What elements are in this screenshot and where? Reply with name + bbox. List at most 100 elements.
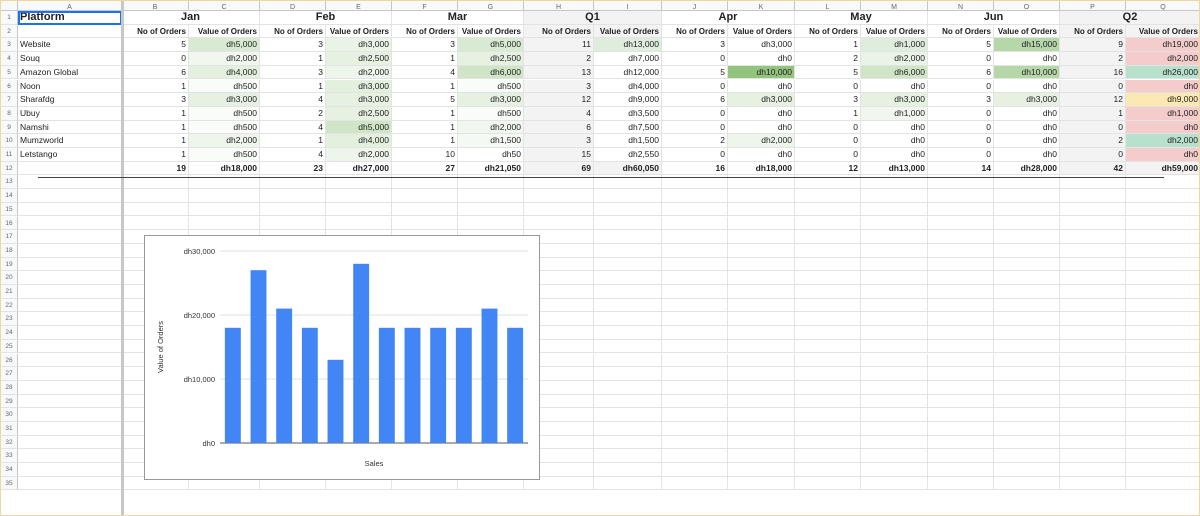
total-value-cell[interactable]: dh21,050	[458, 161, 524, 176]
row-header-20[interactable]: 20	[1, 271, 18, 285]
order-value-cell[interactable]: dh3,500	[594, 106, 662, 121]
row-header-9[interactable]: 9	[1, 120, 18, 135]
empty-cell[interactable]	[524, 326, 594, 340]
order-count-cell[interactable]: 0	[928, 52, 994, 66]
empty-cell[interactable]	[728, 463, 795, 477]
empty-cell[interactable]	[1126, 381, 1199, 395]
empty-cell[interactable]	[928, 189, 994, 203]
row-header-6[interactable]: 6	[1, 79, 18, 94]
column-header-k[interactable]: K	[728, 1, 795, 11]
empty-cell[interactable]	[994, 298, 1060, 313]
embedded-bar-chart[interactable]: dh0 dh10,000 dh20,000 dh30,000 Sales Value of…	[144, 235, 540, 480]
empty-cell[interactable]	[795, 257, 861, 272]
total-count-cell[interactable]: 16	[662, 161, 728, 176]
empty-cell[interactable]	[861, 435, 928, 450]
empty-cell[interactable]	[728, 380, 795, 395]
platform-name[interactable]: Souq	[18, 52, 122, 66]
empty-cell[interactable]	[994, 243, 1060, 258]
empty-cell[interactable]	[326, 175, 392, 190]
empty-cell[interactable]	[524, 312, 594, 327]
empty-cell[interactable]	[524, 189, 594, 203]
empty-cell[interactable]	[928, 408, 994, 422]
order-value-cell[interactable]: dh0	[728, 120, 795, 135]
empty-cell[interactable]	[524, 435, 594, 450]
row-header-18[interactable]: 18	[1, 243, 18, 258]
empty-cell[interactable]	[594, 312, 662, 327]
empty-cell[interactable]	[861, 243, 928, 258]
empty-cell[interactable]	[1126, 258, 1199, 272]
empty-cell[interactable]	[524, 380, 594, 395]
empty-cell[interactable]	[861, 230, 928, 244]
order-value-cell[interactable]: dh500	[189, 148, 260, 162]
order-value-cell[interactable]: dh0	[861, 134, 928, 148]
empty-cell[interactable]	[594, 422, 662, 436]
order-value-cell[interactable]: dh13,000	[594, 38, 662, 53]
empty-cell[interactable]	[524, 257, 594, 272]
row-header-30[interactable]: 30	[1, 408, 18, 422]
empty-cell[interactable]	[1060, 230, 1126, 244]
empty-cell[interactable]	[1060, 435, 1126, 450]
row-header-2[interactable]: 2	[1, 24, 18, 39]
empty-cell[interactable]	[928, 312, 994, 327]
column-header-o[interactable]: O	[994, 1, 1060, 11]
row-header-17[interactable]: 17	[1, 230, 18, 244]
empty-cell[interactable]	[861, 257, 928, 272]
empty-cell[interactable]	[994, 476, 1060, 491]
order-value-cell[interactable]: dh0	[994, 79, 1060, 94]
row-header-16[interactable]: 16	[1, 216, 18, 231]
empty-cell[interactable]	[928, 175, 994, 190]
order-value-cell[interactable]: dh4,000	[594, 79, 662, 94]
order-value-cell[interactable]: dh3,000	[728, 38, 795, 53]
order-count-cell[interactable]: 1	[122, 148, 189, 162]
order-count-cell[interactable]: 6	[928, 65, 994, 80]
order-value-cell[interactable]: dh5,000	[189, 38, 260, 53]
empty-cell[interactable]	[861, 476, 928, 491]
platform-name[interactable]: Letstango	[18, 148, 122, 162]
empty-cell[interactable]	[795, 476, 861, 491]
empty-cell[interactable]	[122, 202, 189, 217]
empty-cell[interactable]	[18, 312, 122, 327]
empty-cell[interactable]	[795, 189, 861, 203]
empty-cell[interactable]	[994, 216, 1060, 231]
empty-cell[interactable]	[524, 202, 594, 217]
empty-cell[interactable]	[861, 367, 928, 381]
order-count-cell[interactable]: 3	[260, 65, 326, 80]
order-count-cell[interactable]: 6	[524, 120, 594, 135]
order-count-cell[interactable]: 4	[260, 93, 326, 107]
order-value-cell[interactable]: dh9,000	[1126, 93, 1199, 107]
empty-cell[interactable]	[994, 435, 1060, 450]
orders-subheader[interactable]: No of Orders	[1060, 24, 1126, 39]
order-value-cell[interactable]: dh0	[994, 52, 1060, 66]
empty-cell[interactable]	[524, 243, 594, 258]
order-count-cell[interactable]: 3	[122, 93, 189, 107]
empty-cell[interactable]	[18, 449, 122, 464]
empty-cell[interactable]	[662, 202, 728, 217]
empty-cell[interactable]	[861, 216, 928, 231]
empty-cell[interactable]	[189, 175, 260, 190]
empty-cell[interactable]	[928, 449, 994, 464]
empty-cell[interactable]	[1126, 463, 1199, 477]
value-subheader[interactable]: Value of Orders	[326, 24, 392, 39]
value-subheader[interactable]: Value of Orders	[728, 24, 795, 39]
empty-cell[interactable]	[728, 298, 795, 313]
empty-cell[interactable]	[662, 175, 728, 190]
order-count-cell[interactable]: 1	[795, 106, 861, 121]
empty-cell[interactable]	[861, 380, 928, 395]
empty-cell[interactable]	[326, 202, 392, 217]
empty-cell[interactable]	[994, 326, 1060, 340]
order-value-cell[interactable]: dh0	[994, 134, 1060, 148]
total-count-cell[interactable]: 69	[524, 161, 594, 176]
value-subheader[interactable]: Value of Orders	[594, 24, 662, 39]
empty-cell[interactable]	[662, 243, 728, 258]
month-header-jan[interactable]: Jan	[122, 11, 260, 25]
order-count-cell[interactable]: 0	[662, 148, 728, 162]
empty-cell[interactable]	[928, 435, 994, 450]
empty-cell[interactable]	[1060, 175, 1126, 190]
row-header-32[interactable]: 32	[1, 435, 18, 450]
empty-cell[interactable]	[861, 175, 928, 190]
empty-cell[interactable]	[18, 476, 122, 491]
order-count-cell[interactable]: 2	[1060, 134, 1126, 148]
empty-cell[interactable]	[928, 394, 994, 409]
empty-cell[interactable]	[18, 24, 122, 39]
empty-cell[interactable]	[594, 243, 662, 258]
